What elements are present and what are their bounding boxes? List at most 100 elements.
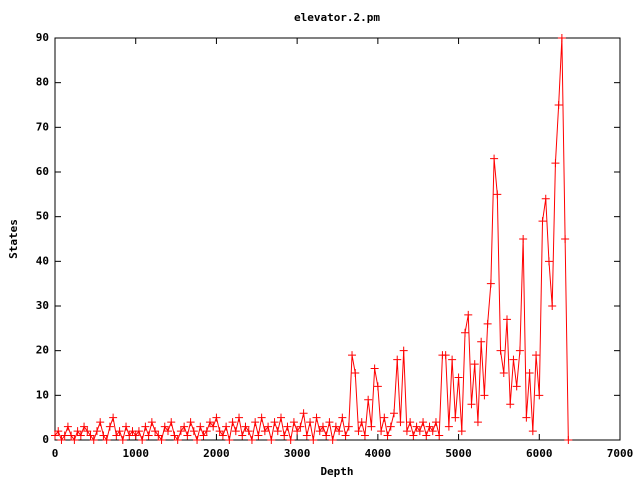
data-point bbox=[551, 159, 560, 168]
data-point bbox=[289, 418, 298, 427]
data-point bbox=[451, 413, 460, 422]
data-point bbox=[522, 413, 531, 422]
data-point bbox=[183, 431, 192, 440]
data-point bbox=[131, 431, 140, 440]
data-point bbox=[435, 431, 444, 440]
data-point bbox=[525, 369, 534, 377]
data-point bbox=[283, 422, 292, 431]
data-point bbox=[225, 436, 234, 444]
data-point bbox=[370, 364, 379, 373]
data-point bbox=[63, 422, 72, 431]
data-point bbox=[96, 418, 105, 427]
data-point bbox=[480, 391, 489, 400]
data-point bbox=[144, 431, 153, 440]
x-tick-label: 3000 bbox=[284, 447, 311, 460]
data-point bbox=[89, 436, 98, 444]
data-point bbox=[309, 436, 318, 444]
data-point bbox=[444, 422, 453, 431]
data-point bbox=[554, 101, 563, 109]
data-point bbox=[364, 395, 373, 404]
y-tick-label: 20 bbox=[36, 344, 49, 357]
data-point bbox=[57, 436, 66, 444]
data-point bbox=[335, 427, 344, 436]
data-point bbox=[277, 413, 285, 422]
data-point bbox=[386, 422, 395, 431]
data-point bbox=[519, 235, 528, 243]
data-point bbox=[477, 337, 486, 346]
data-point bbox=[564, 436, 573, 444]
data-point bbox=[312, 413, 321, 422]
y-tick-label: 10 bbox=[36, 388, 49, 401]
data-point bbox=[473, 418, 482, 427]
data-point bbox=[157, 436, 166, 444]
data-point bbox=[241, 422, 250, 431]
data-point bbox=[383, 431, 392, 440]
x-tick-label: 0 bbox=[52, 447, 59, 460]
data-point bbox=[373, 382, 382, 391]
data-point bbox=[202, 427, 211, 436]
data-point bbox=[499, 369, 508, 377]
data-point bbox=[380, 413, 389, 422]
data-point bbox=[286, 436, 295, 444]
data-point bbox=[235, 413, 244, 422]
data-point bbox=[160, 422, 169, 431]
data-point bbox=[70, 436, 79, 444]
data-point bbox=[318, 422, 327, 431]
data-point bbox=[561, 235, 570, 243]
data-point bbox=[402, 427, 411, 436]
data-point bbox=[193, 436, 202, 444]
data-point bbox=[360, 431, 369, 440]
x-tick-label: 4000 bbox=[365, 447, 392, 460]
y-axis-label: States bbox=[7, 219, 20, 259]
data-point bbox=[99, 431, 108, 440]
data-point bbox=[273, 427, 282, 436]
data-point bbox=[67, 431, 76, 440]
data-point bbox=[257, 413, 266, 422]
data-point bbox=[306, 418, 315, 427]
data-point bbox=[461, 328, 470, 337]
chart-title: elevator.2.pm bbox=[294, 11, 380, 24]
data-point bbox=[338, 413, 347, 422]
data-point bbox=[118, 436, 127, 444]
data-point bbox=[506, 400, 515, 409]
data-point bbox=[399, 346, 408, 355]
data-point bbox=[412, 422, 421, 431]
data-point bbox=[173, 436, 182, 444]
data-point bbox=[544, 257, 553, 266]
data-point bbox=[503, 315, 511, 324]
data-point bbox=[357, 418, 366, 427]
data-point bbox=[180, 422, 189, 431]
data-point bbox=[138, 436, 147, 444]
data-point bbox=[251, 418, 260, 427]
data-point bbox=[535, 391, 544, 400]
data-point bbox=[51, 431, 59, 440]
data-point bbox=[215, 427, 224, 436]
data-point bbox=[141, 422, 150, 431]
data-point bbox=[151, 427, 160, 436]
data-point bbox=[486, 279, 495, 288]
data-point bbox=[422, 431, 431, 440]
data-point bbox=[73, 427, 82, 436]
data-point bbox=[244, 427, 253, 436]
data-point bbox=[122, 422, 131, 431]
data-point bbox=[532, 351, 541, 360]
data-point bbox=[406, 418, 415, 427]
data-point bbox=[496, 346, 505, 355]
data-point bbox=[112, 431, 121, 440]
data-point bbox=[76, 431, 85, 440]
data-point bbox=[509, 355, 518, 364]
data-point bbox=[425, 422, 434, 431]
data-point bbox=[470, 360, 479, 369]
data-point bbox=[238, 431, 247, 440]
data-point bbox=[205, 418, 214, 427]
data-point bbox=[299, 409, 308, 418]
y-tick-label: 0 bbox=[42, 433, 49, 446]
data-point bbox=[302, 431, 311, 440]
data-point bbox=[448, 355, 457, 364]
x-tick-label: 1000 bbox=[122, 447, 149, 460]
x-tick-label: 6000 bbox=[526, 447, 553, 460]
data-point bbox=[80, 422, 89, 431]
data-point bbox=[164, 427, 172, 436]
data-point bbox=[134, 427, 143, 436]
